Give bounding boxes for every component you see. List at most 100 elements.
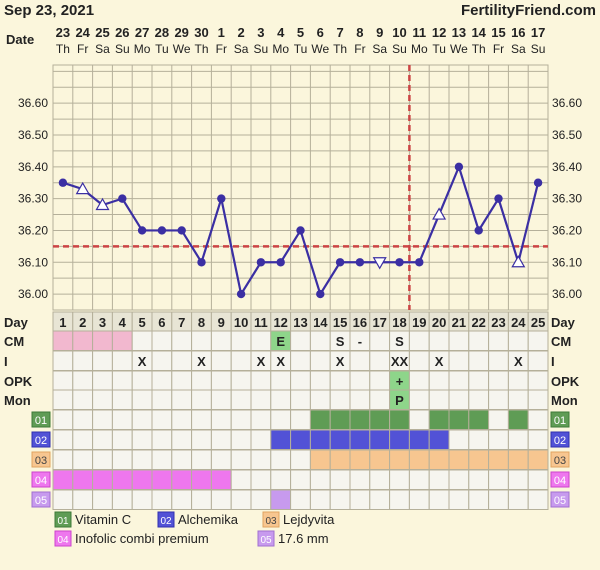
day-number: 4 bbox=[119, 315, 127, 330]
med-cell bbox=[111, 409, 133, 430]
y-tick-label-right: 36.30 bbox=[552, 192, 582, 206]
med-cell-active bbox=[270, 429, 292, 450]
cm-cell-text: E bbox=[276, 334, 285, 349]
i-cell bbox=[468, 350, 490, 371]
med-cell bbox=[250, 409, 272, 430]
med-code-right: 02 bbox=[554, 435, 566, 447]
med-cell bbox=[408, 409, 430, 430]
med-cell bbox=[151, 489, 173, 510]
med-cell bbox=[151, 449, 173, 470]
med-cell-active bbox=[329, 429, 351, 450]
mon-cell bbox=[92, 389, 113, 410]
opk-cell bbox=[369, 370, 391, 391]
legend-code: 02 bbox=[160, 516, 172, 527]
opk-cell bbox=[468, 370, 490, 391]
temperature-point-open-triangle bbox=[511, 255, 526, 268]
opk-cell bbox=[408, 370, 430, 391]
med-code-left: 05 bbox=[35, 495, 47, 507]
med-cell bbox=[488, 429, 509, 450]
med-cell bbox=[72, 409, 94, 430]
med-cell bbox=[507, 469, 529, 490]
med-code-right: 04 bbox=[554, 475, 566, 487]
med-cell bbox=[408, 469, 430, 490]
med-cell bbox=[270, 449, 292, 470]
i-cell bbox=[111, 350, 133, 371]
legend-swatch bbox=[257, 530, 275, 547]
med-cell-active bbox=[72, 469, 94, 490]
med-cell-active bbox=[151, 469, 173, 490]
weekday-label: Tu bbox=[432, 42, 446, 56]
med-cell bbox=[52, 409, 74, 430]
opk-cell bbox=[488, 370, 509, 391]
weekday-label: Tu bbox=[155, 42, 169, 56]
reference-lines bbox=[53, 65, 548, 310]
med-cell bbox=[171, 429, 193, 450]
i-cell bbox=[488, 350, 509, 371]
med-cell bbox=[488, 489, 509, 510]
med-cell-active bbox=[349, 449, 371, 470]
med-cell-active bbox=[468, 449, 490, 470]
med-cell bbox=[131, 409, 153, 430]
med-cell bbox=[92, 489, 113, 510]
date-label: 13 bbox=[452, 25, 466, 40]
cm-cell bbox=[111, 330, 133, 351]
day-number: 2 bbox=[79, 315, 86, 330]
med-cell bbox=[488, 409, 509, 430]
opk-cell bbox=[131, 370, 153, 391]
day-number: 22 bbox=[471, 315, 485, 330]
med-code-badge-left bbox=[31, 411, 51, 428]
temperature-point-open-triangle bbox=[75, 181, 90, 195]
cm-cell bbox=[92, 330, 113, 351]
temperature-point-open-triangle bbox=[432, 207, 447, 220]
med-cell bbox=[290, 489, 311, 510]
med-cell bbox=[191, 409, 212, 430]
med-cell bbox=[389, 489, 410, 510]
med-cell-active bbox=[309, 449, 331, 470]
date-label: 14 bbox=[471, 25, 486, 40]
day-number: 21 bbox=[452, 315, 466, 330]
row-label-day-right: Day bbox=[551, 315, 576, 330]
med-cell bbox=[270, 469, 292, 490]
i-cell-text: X bbox=[276, 354, 285, 369]
opk-cell bbox=[507, 370, 529, 391]
y-tick-label-left: 36.60 bbox=[18, 96, 48, 110]
med-cell bbox=[52, 429, 74, 450]
weekday-label: Su bbox=[392, 42, 407, 56]
date-label: 15 bbox=[491, 25, 505, 40]
med-cell bbox=[329, 489, 351, 510]
temperature-point bbox=[217, 194, 226, 203]
day-number: 9 bbox=[218, 315, 225, 330]
med-cell bbox=[468, 429, 490, 450]
date-label: 9 bbox=[376, 25, 383, 40]
i-cell-text: X bbox=[138, 354, 147, 369]
i-cell bbox=[72, 350, 94, 371]
med-cell bbox=[72, 429, 94, 450]
day-number: 10 bbox=[234, 315, 248, 330]
grid-frame bbox=[52, 64, 549, 311]
med-cell bbox=[230, 409, 252, 430]
day-number: 1 bbox=[59, 315, 66, 330]
row-label-cm: CM bbox=[4, 334, 24, 349]
opk-cell bbox=[111, 370, 133, 391]
day-number: 16 bbox=[353, 315, 367, 330]
weekday-label: Mo bbox=[272, 42, 289, 56]
opk-cell bbox=[92, 370, 113, 391]
med-cell bbox=[92, 429, 113, 450]
cm-cell bbox=[507, 330, 529, 351]
day-number: 5 bbox=[138, 315, 145, 330]
med-cell bbox=[389, 469, 410, 490]
weekday-label: Sa bbox=[234, 42, 249, 56]
med-cell-active bbox=[448, 449, 470, 470]
med-code-badge-right bbox=[550, 431, 570, 448]
cm-cell-text: S bbox=[336, 334, 345, 349]
legend-name: 17.6 mm bbox=[278, 531, 329, 546]
med-cell bbox=[92, 409, 113, 430]
med-cell bbox=[349, 469, 371, 490]
weekday-label: Tu bbox=[294, 42, 308, 56]
mon-cell bbox=[527, 389, 549, 410]
med-cell bbox=[191, 489, 212, 510]
med-cell bbox=[408, 489, 430, 510]
date-label: 25 bbox=[95, 25, 109, 40]
med-cell-active bbox=[369, 449, 391, 470]
date-label: 5 bbox=[297, 25, 304, 40]
